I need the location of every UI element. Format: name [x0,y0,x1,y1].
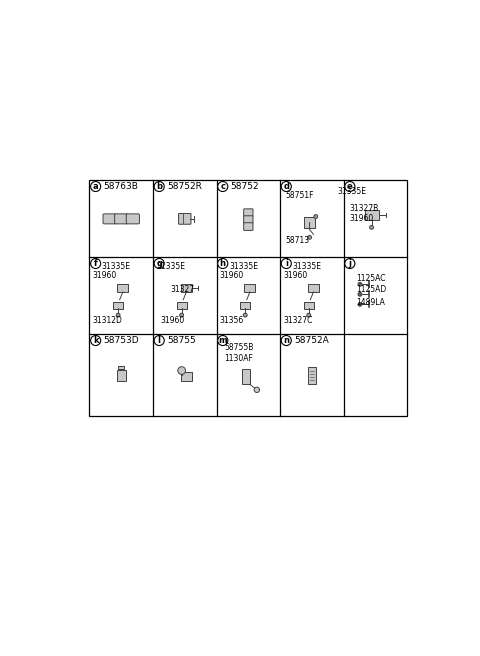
Text: h: h [220,259,226,268]
Text: 31335E: 31335E [156,262,185,271]
Text: 31335E: 31335E [102,262,131,271]
Bar [177,302,187,308]
Text: j: j [348,259,351,268]
Text: 31960: 31960 [161,316,185,325]
Circle shape [91,182,101,192]
Text: 58752: 58752 [230,182,259,191]
Text: 58713: 58713 [286,236,310,245]
Circle shape [358,293,362,297]
Text: 31960: 31960 [220,272,244,280]
Text: 31335E: 31335E [292,262,322,271]
FancyBboxPatch shape [179,213,191,224]
Circle shape [358,302,362,306]
Bar [117,370,126,380]
Text: 31335E: 31335E [229,262,258,271]
Bar [118,366,124,369]
Circle shape [91,258,101,268]
Text: g: g [156,259,162,268]
Bar [242,369,250,384]
Bar [308,367,316,384]
Text: 31356: 31356 [220,316,244,325]
Bar [113,302,123,308]
Bar [117,284,128,292]
Circle shape [154,335,164,346]
Text: 58755: 58755 [167,336,196,345]
Text: k: k [93,336,98,345]
Circle shape [91,335,101,346]
FancyBboxPatch shape [126,214,139,224]
Bar [240,302,250,308]
FancyBboxPatch shape [244,222,253,230]
Circle shape [345,182,355,192]
Circle shape [116,313,120,317]
Text: 31327B: 31327B [349,203,378,213]
FancyBboxPatch shape [244,209,253,216]
Circle shape [154,258,164,268]
Bar [365,211,379,220]
Circle shape [218,258,228,268]
Circle shape [370,226,373,229]
Circle shape [281,258,291,268]
Text: 31327C: 31327C [283,316,312,325]
Circle shape [178,367,186,375]
Text: 31960: 31960 [283,272,308,280]
Text: l: l [158,336,161,345]
Text: i: i [285,259,288,268]
Text: a: a [93,182,98,191]
Circle shape [308,236,312,239]
Circle shape [154,182,164,192]
Circle shape [307,313,311,317]
Circle shape [358,282,362,286]
Text: 31335E: 31335E [337,188,366,196]
Circle shape [281,182,291,192]
Text: 58752A: 58752A [294,336,329,345]
Text: 1130AF: 1130AF [224,354,253,363]
Text: 1125AD: 1125AD [356,285,386,294]
Text: 58763B: 58763B [103,182,138,191]
Circle shape [243,313,247,317]
Text: 31327: 31327 [170,285,194,294]
Text: n: n [283,336,289,345]
FancyBboxPatch shape [115,214,128,224]
Circle shape [254,387,260,392]
Bar [304,302,314,308]
Circle shape [218,335,228,346]
Circle shape [180,313,184,317]
Text: f: f [94,259,97,268]
Bar [181,284,192,292]
Bar [181,372,192,381]
Text: 58755B: 58755B [224,343,253,352]
Text: 58753D: 58753D [103,336,139,345]
Bar [308,284,319,292]
Text: c: c [220,182,225,191]
Text: m: m [218,336,227,345]
Text: b: b [156,182,162,191]
FancyBboxPatch shape [103,214,116,224]
Bar [304,217,315,228]
FancyBboxPatch shape [244,216,253,224]
Bar [89,180,407,416]
Text: 1125AC: 1125AC [356,274,385,283]
Bar [244,284,255,292]
Text: 31312D: 31312D [93,316,122,325]
Text: 1489LA: 1489LA [356,298,385,306]
Text: e: e [347,182,353,191]
Circle shape [281,335,291,346]
Text: d: d [283,182,289,191]
Text: 31960: 31960 [349,215,373,223]
Circle shape [218,182,228,192]
Circle shape [314,215,318,218]
Text: 58752R: 58752R [167,182,202,191]
Text: 31960: 31960 [93,272,117,280]
Circle shape [345,258,355,268]
Text: 58751F: 58751F [286,192,314,200]
